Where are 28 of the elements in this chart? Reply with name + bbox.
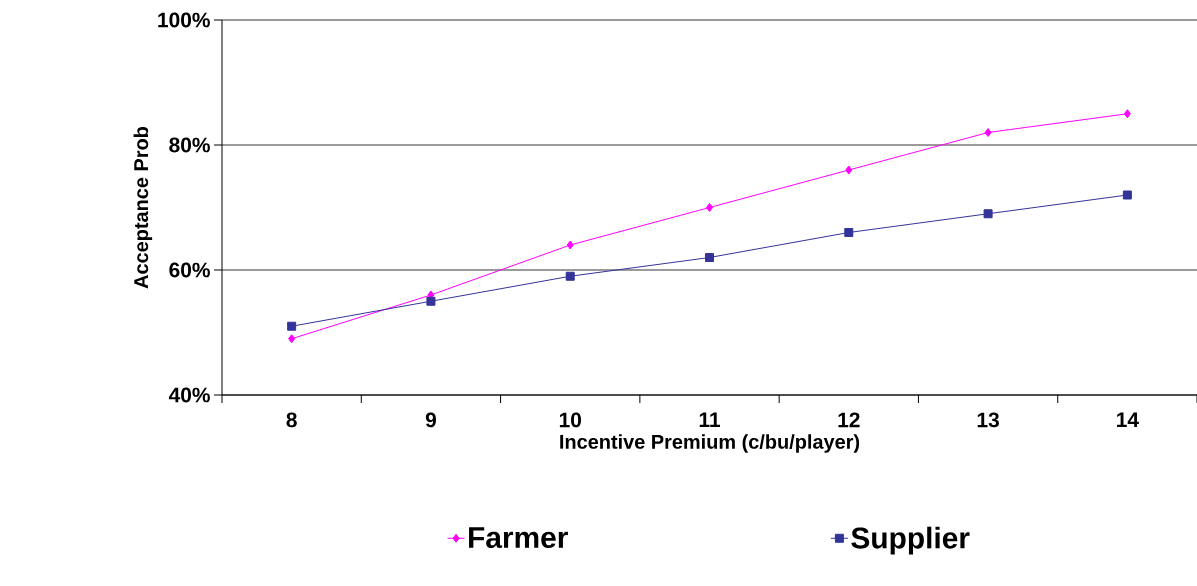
x-axis-title: Incentive Premium (c/bu/player) bbox=[560, 434, 860, 453]
x-tick-label: 14 bbox=[1117, 412, 1139, 427]
x-tick-label: 9 bbox=[425, 412, 436, 428]
point bbox=[1123, 109, 1131, 119]
point bbox=[705, 253, 714, 262]
point bbox=[566, 240, 574, 250]
y-tick-label: 100% bbox=[158, 12, 210, 28]
legend-label: Farmer bbox=[469, 527, 568, 549]
x-tick-label: 11 bbox=[699, 412, 720, 427]
y-tick-label: 60% bbox=[169, 262, 210, 278]
point bbox=[845, 165, 853, 175]
y-tick-label: 80% bbox=[169, 137, 210, 153]
y-tick-label: 40% bbox=[168, 387, 210, 403]
point bbox=[426, 296, 436, 306]
y-axis-title: Acceptance Prob bbox=[133, 126, 153, 289]
x-tick-label: 12 bbox=[838, 412, 860, 428]
point bbox=[844, 228, 854, 237]
point bbox=[706, 203, 713, 212]
point bbox=[984, 128, 992, 137]
legend-label: Supplier bbox=[851, 526, 970, 555]
x-tick-label: 8 bbox=[286, 412, 297, 428]
x-tick-label: 13 bbox=[977, 412, 999, 428]
x-tick-label: 10 bbox=[559, 412, 581, 428]
point bbox=[288, 334, 296, 344]
point bbox=[983, 209, 993, 219]
point bbox=[287, 321, 297, 331]
point bbox=[565, 271, 575, 281]
point bbox=[1122, 190, 1132, 200]
